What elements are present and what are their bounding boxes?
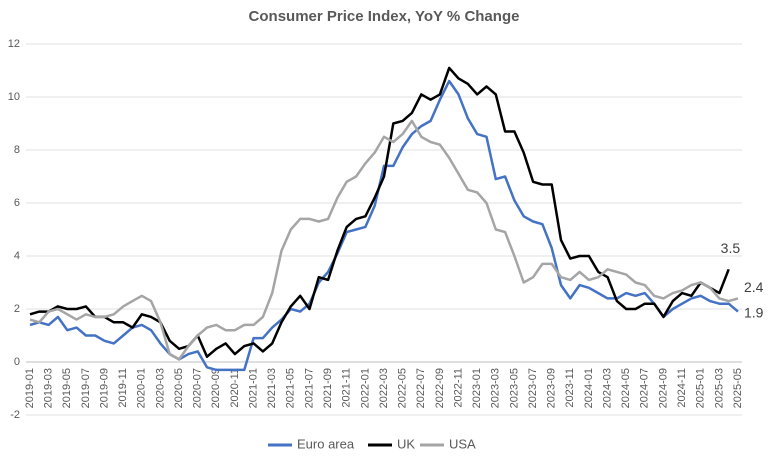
legend-label: UK — [397, 436, 415, 451]
x-tick-label: 2021-09 — [322, 368, 334, 408]
x-tick-label: 2023-09 — [546, 368, 558, 408]
y-tick-label: 6 — [14, 197, 20, 209]
y-tick-label: 10 — [8, 91, 20, 103]
x-tick-label: 2023-11 — [564, 368, 576, 408]
x-tick-label: 2023-03 — [490, 368, 502, 408]
series-line — [29, 66, 730, 358]
x-tick-label: 2019-07 — [80, 368, 92, 408]
x-tick-label: 2022-07 — [415, 368, 427, 408]
x-tick-label: 2024-11 — [676, 368, 688, 408]
x-tick-label: 2020-03 — [154, 368, 166, 408]
y-tick-label: 12 — [8, 38, 20, 50]
x-tick-label: 2020-09 — [210, 368, 222, 408]
x-tick-label: 2022-05 — [397, 368, 409, 408]
legend-label: USA — [449, 436, 476, 451]
series-line — [29, 119, 739, 361]
x-tick-label: 2025-01 — [695, 368, 707, 408]
legend-label: Euro area — [297, 436, 355, 451]
y-tick-label: 4 — [14, 250, 20, 262]
x-tick-label: 2025-03 — [713, 368, 725, 408]
x-tick-label: 2023-07 — [527, 368, 539, 408]
x-tick-label: 2020-05 — [173, 368, 185, 408]
y-tick-label: 8 — [14, 144, 20, 156]
end-label: 1.9 — [744, 304, 764, 320]
x-tick-label: 2021-07 — [303, 368, 315, 408]
x-tick-label: 2020-07 — [192, 368, 204, 408]
end-label: 3.5 — [721, 240, 741, 256]
x-tick-label: 2019-03 — [43, 368, 55, 408]
x-tick-label: 2024-01 — [583, 368, 595, 408]
x-tick-label: 2020-11 — [229, 368, 241, 408]
x-tick-label: 2019-05 — [61, 368, 73, 408]
x-tick-label: 2023-05 — [508, 368, 520, 408]
y-tick-label: 0 — [14, 356, 20, 368]
end-label: 2.4 — [744, 279, 764, 295]
y-tick-label: 2 — [14, 303, 20, 315]
y-tick-label: -2 — [10, 409, 20, 421]
x-tick-label: 2021-01 — [247, 368, 259, 408]
x-tick-label: 2022-03 — [378, 368, 390, 408]
series-line — [29, 79, 739, 372]
chart-title: Consumer Price Index, YoY % Change — [249, 8, 520, 25]
x-tick-label: 2019-01 — [24, 368, 36, 408]
x-tick-label: 2021-03 — [266, 368, 278, 408]
x-tick-label: 2023-01 — [471, 368, 483, 408]
x-tick-label: 2021-05 — [285, 368, 297, 408]
x-tick-label: 2025-05 — [732, 368, 744, 408]
x-tick-label: 2020-01 — [136, 368, 148, 408]
x-tick-label: 2024-05 — [620, 368, 632, 408]
x-tick-label: 2022-01 — [359, 368, 371, 408]
x-tick-label: 2022-11 — [452, 368, 464, 408]
x-tick-label: 2022-09 — [434, 368, 446, 408]
x-tick-label: 2024-07 — [639, 368, 651, 408]
x-tick-label: 2024-03 — [601, 368, 613, 408]
x-tick-label: 2019-11 — [117, 368, 129, 408]
x-tick-label: 2019-09 — [98, 368, 110, 408]
x-tick-label: 2021-11 — [341, 368, 353, 408]
x-tick-label: 2024-09 — [657, 368, 669, 408]
